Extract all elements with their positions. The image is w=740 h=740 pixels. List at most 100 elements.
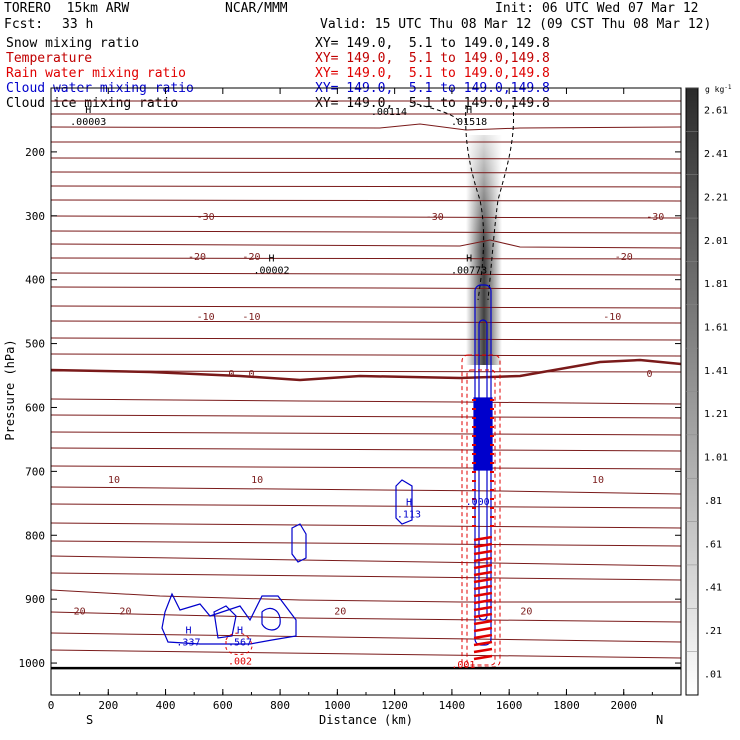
maximum-marker: H xyxy=(268,254,274,265)
cloud-ice-contour xyxy=(409,101,459,121)
isotherm-line xyxy=(51,486,681,495)
isotherm-line xyxy=(51,431,681,436)
isotherm-line xyxy=(51,555,681,567)
isotherm-line xyxy=(51,286,681,290)
maximum-value: .113 xyxy=(397,510,421,521)
isotherm-line xyxy=(51,611,681,623)
maximum-value: .00773 xyxy=(451,266,487,277)
isotherm-line xyxy=(51,632,681,643)
x-axis-title: Distance (km) xyxy=(319,713,413,727)
temperature-contour-label: -10 xyxy=(197,312,215,323)
cloud-water-blob xyxy=(161,592,297,645)
temperature-contour-label: -30 xyxy=(197,212,215,223)
temperature-contour-label: 20 xyxy=(74,607,86,618)
fcst-value: 33 h xyxy=(62,17,94,32)
y-tick-label: 400 xyxy=(25,274,45,287)
temperature-contour-label: 20 xyxy=(520,607,532,618)
rain-core-stripe xyxy=(473,556,493,563)
rain-core-stripe xyxy=(473,535,493,542)
field-cloudice-xy: XY= 149.0, 5.1 to 149.0,149.8 xyxy=(315,96,550,111)
isotherm-line xyxy=(51,157,681,160)
isotherm-line xyxy=(51,447,681,452)
x-tick-label: 800 xyxy=(270,699,290,712)
org-label: NCAR/MMM xyxy=(225,1,288,16)
y-tick-label: 300 xyxy=(25,210,45,223)
temperature-contour-label: -10 xyxy=(603,312,621,323)
isotherm-line xyxy=(51,572,681,581)
model-title: TORERO 15km ARW xyxy=(4,1,130,16)
colorbar-label: 1.01 xyxy=(704,453,728,464)
colorbar-label: 1.61 xyxy=(704,322,728,333)
colorbar-label: 2.41 xyxy=(704,149,728,160)
init-time: Init: 06 UTC Wed 07 Mar 12 xyxy=(495,1,699,16)
colorbar-label: .41 xyxy=(704,583,722,594)
temperature-contour-label: -20 xyxy=(242,252,260,263)
temperature-contour-label: 0 xyxy=(228,369,234,380)
cloud-water-blob xyxy=(395,479,413,525)
isotherm-line xyxy=(51,272,681,276)
isotherm-line xyxy=(51,123,681,131)
temperature-contour-label: -20 xyxy=(615,252,633,263)
temperature-contour-label: -20 xyxy=(188,252,206,263)
temperature-contour-label: -10 xyxy=(242,312,260,323)
rain-core-stripe xyxy=(473,577,493,584)
maximum-marker: H xyxy=(466,254,472,265)
x-tick-label: 1600 xyxy=(496,699,523,712)
isotherm-line xyxy=(51,215,681,219)
colorbar: g kg-1 2.61 2.41 2.21 2.01 1.81 1.61 1.41 1.21 1… xyxy=(685,84,732,696)
cloud-ice-contour xyxy=(465,104,485,301)
temperature-contour-label: 10 xyxy=(592,475,604,486)
rain-core-stripe xyxy=(473,570,493,577)
maximum-value: .00114 xyxy=(371,107,407,118)
maximum-value: .002 xyxy=(228,657,252,668)
rain-core-stripe xyxy=(473,619,493,626)
field-temp-name: Temperature xyxy=(6,51,93,66)
y-tick-label: 600 xyxy=(25,401,45,414)
colorbar-label: .61 xyxy=(704,539,722,550)
y-tick-label: 900 xyxy=(25,593,45,606)
isotherm-line xyxy=(51,199,681,202)
isotherm-line xyxy=(51,522,681,529)
isotherm-line xyxy=(51,540,681,547)
isotherm-line xyxy=(51,649,681,659)
cloud-water-blob xyxy=(291,523,307,563)
rain-core-stripe xyxy=(473,654,493,661)
x-tick-label: 400 xyxy=(156,699,176,712)
field-cloudice-name: Cloud ice mixing ratio xyxy=(6,96,179,111)
plot-frame xyxy=(50,87,682,696)
colorbar-label: 2.21 xyxy=(704,192,728,203)
y-tick-label: 200 xyxy=(25,146,45,159)
temperature-contour-label: 20 xyxy=(334,607,346,618)
cloud-water-blob xyxy=(213,605,237,639)
rain-core-stripe xyxy=(473,605,493,612)
fcst-label: Fcst: xyxy=(4,17,44,32)
maximum-value: .01518 xyxy=(451,117,487,128)
maximum-marker: H xyxy=(85,105,91,116)
field-snow-xy: XY= 149.0, 5.1 to 149.0,149.8 xyxy=(315,36,550,51)
rain-core-stripe xyxy=(473,612,493,619)
field-rain-xy: XY= 149.0, 5.1 to 149.0,149.8 xyxy=(315,66,550,81)
x-tick-label: 1200 xyxy=(381,699,408,712)
y-tick-label: 1000 xyxy=(19,657,46,670)
rain-core-stripe xyxy=(473,584,493,591)
y-axis-title: Pressure (hPa) xyxy=(3,339,17,440)
temperature-contour-label: -30 xyxy=(646,212,664,223)
field-temp-xy: XY= 149.0, 5.1 to 149.0,149.8 xyxy=(315,51,550,66)
isotherm-line xyxy=(51,337,681,341)
x-tick-label: 600 xyxy=(213,699,233,712)
freezing-level-line xyxy=(51,358,681,382)
temperature-contour-label: 20 xyxy=(119,607,131,618)
maximum-value: .001 xyxy=(451,660,475,671)
temperature-contour-label: 10 xyxy=(251,475,263,486)
maximum-marker: H xyxy=(406,498,412,509)
isotherm-line xyxy=(51,398,681,405)
colorbar-label: .21 xyxy=(704,626,722,637)
snow-column-fade xyxy=(466,135,502,365)
rain-core-stripe xyxy=(473,563,493,570)
colorbar-label: .81 xyxy=(704,496,722,507)
rain-core-stripe xyxy=(473,591,493,598)
rain-core-stripe xyxy=(473,542,493,549)
isotherm-line xyxy=(51,465,681,470)
maximum-value: .00002 xyxy=(253,266,289,277)
